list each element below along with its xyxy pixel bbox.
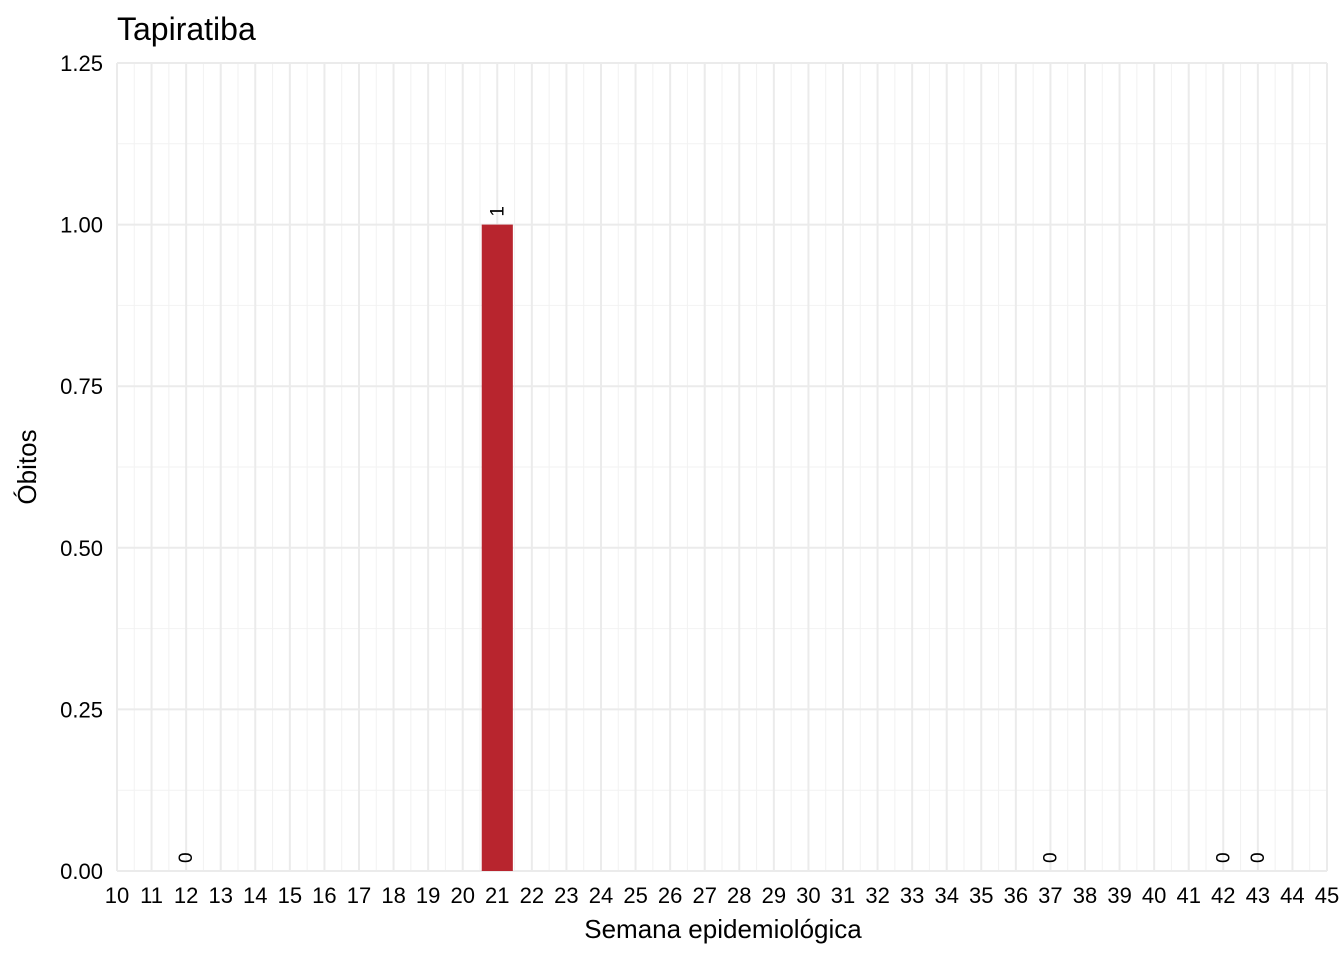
x-tick-label: 10 (105, 883, 129, 908)
x-tick-label: 31 (831, 883, 855, 908)
x-tick-label: 45 (1315, 883, 1339, 908)
x-tick-label: 39 (1107, 883, 1131, 908)
x-tick-label: 12 (174, 883, 198, 908)
x-tick-label: 41 (1176, 883, 1200, 908)
x-tick-label: 34 (934, 883, 958, 908)
x-tick-label: 18 (381, 883, 405, 908)
y-axis-tick-labels: 0.00 0.25 0.50 0.75 1.00 1.25 (60, 51, 103, 884)
x-tick-label: 26 (658, 883, 682, 908)
x-tick-label: 16 (312, 883, 336, 908)
x-tick-label: 30 (796, 883, 820, 908)
x-tick-label: 24 (589, 883, 613, 908)
x-axis-title: Semana epidemiológica (584, 914, 862, 944)
x-tick-label: 11 (140, 883, 163, 908)
x-tick-label: 23 (554, 883, 578, 908)
x-axis-tick-labels: 10 11 12 13 14 15 16 17 18 19 20 21 22 23 24 25 26 27 28 29… (105, 883, 1339, 908)
x-tick-label: 44 (1280, 883, 1304, 908)
bar-value-label: 1 (487, 206, 508, 217)
y-tick-label: 1.00 (60, 213, 103, 238)
x-tick-label: 25 (623, 883, 647, 908)
bar-value-label: 0 (1248, 852, 1269, 863)
bar-value-label: 0 (1213, 852, 1234, 863)
x-tick-label: 32 (865, 883, 889, 908)
x-tick-label: 19 (416, 883, 440, 908)
x-tick-label: 29 (762, 883, 786, 908)
x-tick-label: 37 (1038, 883, 1062, 908)
y-tick-label: 1.25 (60, 51, 103, 76)
grid (116, 62, 1328, 872)
y-tick-label: 0.50 (60, 536, 103, 561)
chart-title: Tapiratiba (117, 11, 256, 47)
y-tick-label: 0.75 (60, 374, 103, 399)
x-tick-label: 22 (520, 883, 544, 908)
x-tick-label: 21 (485, 883, 509, 908)
bars (481, 224, 513, 872)
x-tick-label: 36 (1004, 883, 1028, 908)
x-tick-label: 15 (278, 883, 302, 908)
x-tick-label: 33 (900, 883, 924, 908)
x-tick-label: 27 (692, 883, 716, 908)
bar (481, 224, 513, 872)
x-tick-label: 43 (1246, 883, 1270, 908)
x-tick-label: 35 (969, 883, 993, 908)
x-tick-label: 38 (1073, 883, 1097, 908)
x-tick-label: 28 (727, 883, 751, 908)
x-tick-label: 13 (208, 883, 232, 908)
y-tick-label: 0.00 (60, 859, 103, 884)
bar-value-label: 0 (1040, 852, 1061, 863)
bar-value-label: 0 (176, 852, 197, 863)
x-tick-label: 42 (1211, 883, 1235, 908)
data-labels: 0 1 0 0 0 (176, 206, 1269, 863)
y-tick-label: 0.25 (60, 697, 103, 722)
y-axis-title: Óbitos (12, 429, 42, 504)
x-tick-label: 40 (1142, 883, 1166, 908)
x-tick-label: 14 (243, 883, 267, 908)
x-tick-label: 17 (347, 883, 371, 908)
x-tick-label: 20 (450, 883, 474, 908)
